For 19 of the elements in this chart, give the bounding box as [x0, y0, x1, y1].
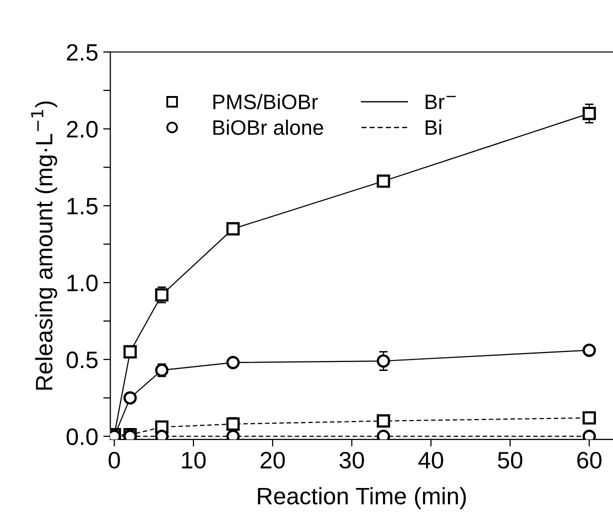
annotation: Br$^{−}$: [426, 94, 456, 110]
y-tick-label: 1.5: [68, 198, 98, 215]
y-axis-title: Releasing amount (mg·L$^{−1}$): [31, 101, 58, 390]
x-axis-title: Reaction Time (min): [258, 487, 466, 510]
x-tick-label: 10: [182, 452, 206, 469]
y-tick-label: 2.0: [66, 120, 98, 138]
x-tick-label: 60: [577, 452, 602, 469]
legend-label: PMS/BiOBr: [213, 94, 318, 110]
y-tick-label: 1.0: [68, 274, 98, 292]
y-tick-label: 0.5: [66, 352, 98, 368]
x-tick-label: 30: [340, 452, 364, 469]
legend-label: BiOBr alone: [213, 120, 324, 135]
x-tick-label: 0: [108, 452, 120, 469]
x-tick-label: 40: [418, 452, 444, 469]
x-tick-label: 20: [260, 452, 285, 469]
y-tick-label: 2.5: [66, 44, 98, 61]
x-tick-label: 50: [498, 452, 522, 469]
annotation: Bi: [426, 120, 442, 135]
y-tick-label: 0.0: [66, 428, 98, 446]
